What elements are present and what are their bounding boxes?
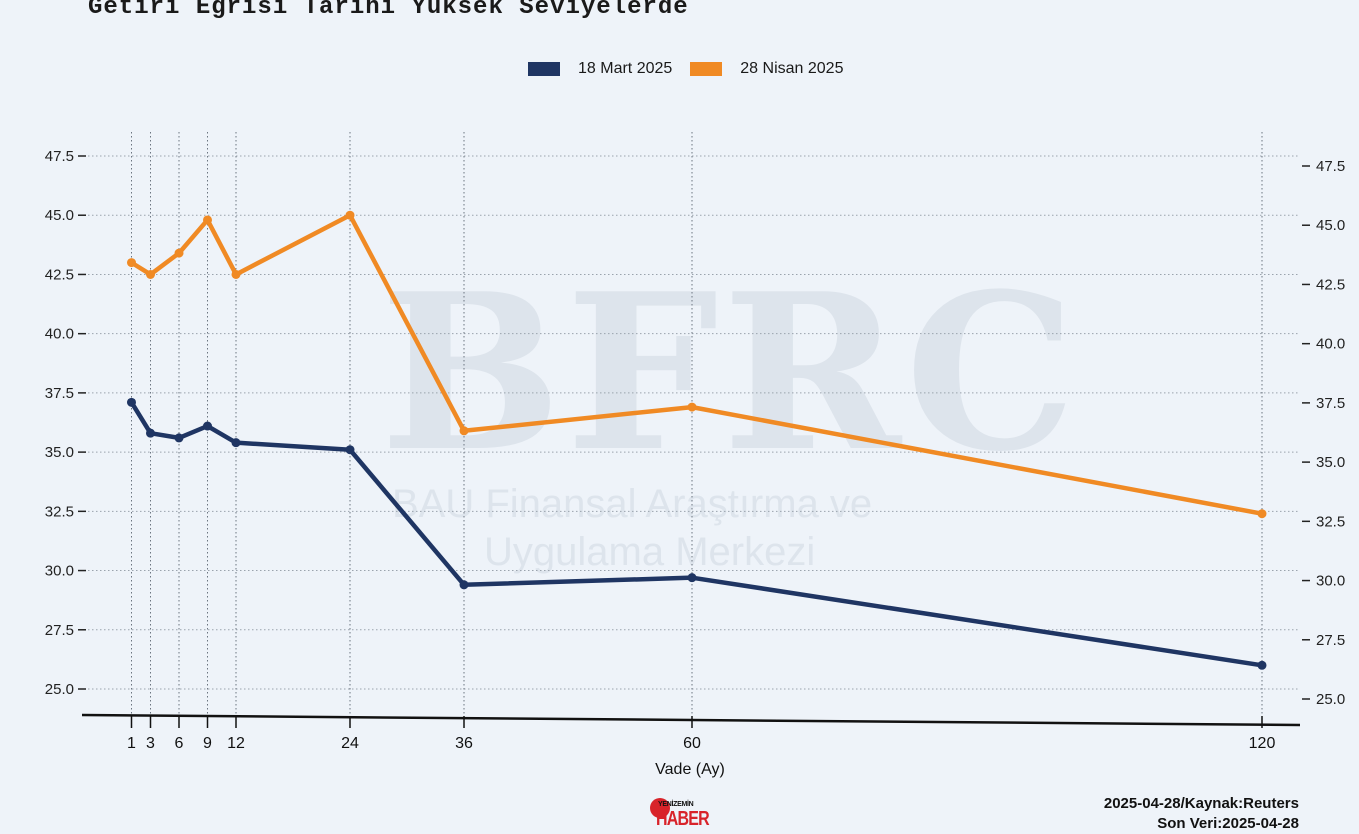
y-tick-right-9: 47.5 xyxy=(1316,158,1345,175)
series-0-point-3 xyxy=(203,421,212,431)
x-axis-line xyxy=(81,713,1301,727)
series-0-point-2 xyxy=(174,433,184,443)
x-tick-0: 1 xyxy=(127,735,136,752)
series-1-point-2 xyxy=(174,248,184,258)
chart-legend: 18 Mart 2025 28 Nisan 2025 xyxy=(528,60,861,78)
chart-footer: 2025-04-28/Kaynak:Reuters Son Veri:2025-… xyxy=(1104,794,1299,834)
footer-source: 2025-04-28/Kaynak:Reuters xyxy=(1103,795,1299,812)
x-axis-label: Vade (Ay) xyxy=(655,761,725,778)
series-1-point-4 xyxy=(231,269,241,279)
y-tick-right-5: 37.5 xyxy=(1316,395,1345,412)
series-1-point-1 xyxy=(146,269,155,279)
series-1-point-7 xyxy=(687,402,697,412)
chart-title: Getiri Eğrisi Tarihi Yüksek Seviyelerde xyxy=(88,0,689,21)
y-tick-right-8: 45.0 xyxy=(1316,217,1345,234)
series-0-point-4 xyxy=(231,438,241,448)
x-tick-1: 3 xyxy=(146,735,155,752)
x-tick-3: 9 xyxy=(203,735,212,752)
y-tick-right-4: 35.0 xyxy=(1316,454,1345,471)
x-tick-8: 120 xyxy=(1249,735,1276,752)
legend-item-april: 28 Nisan 2025 xyxy=(690,60,843,78)
y-tick-right-1: 27.5 xyxy=(1316,632,1345,649)
legend-label-april: 28 Nisan 2025 xyxy=(740,60,844,77)
footer-last-data: Son Veri:2025-04-28 xyxy=(1157,815,1299,832)
series-0-point-1 xyxy=(146,428,155,438)
legend-swatch-april xyxy=(690,62,723,76)
legend-item-march: 18 Mart 2025 xyxy=(528,60,672,78)
y-tick-right-2: 30.0 xyxy=(1316,573,1345,590)
y-tick-left-6: 40.0 xyxy=(45,326,74,343)
x-tick-2: 6 xyxy=(175,735,184,752)
y-tick-left-0: 25.0 xyxy=(45,681,74,698)
brand-big-text: HABER xyxy=(656,808,710,830)
brand-ring-icon xyxy=(650,798,670,818)
y-tick-left-7: 42.5 xyxy=(45,266,74,283)
y-tick-right-0: 25.0 xyxy=(1316,691,1345,708)
y-tick-right-3: 32.5 xyxy=(1316,513,1345,530)
watermark-logo: BFRC xyxy=(380,246,1081,499)
series-0-point-8 xyxy=(1257,660,1267,670)
y-tick-left-1: 27.5 xyxy=(45,622,74,639)
x-tick-7: 60 xyxy=(683,735,701,752)
x-tick-6: 36 xyxy=(455,735,473,752)
y-tick-right-6: 40.0 xyxy=(1316,336,1345,353)
x-tick-5: 24 xyxy=(341,735,359,752)
y-tick-left-9: 47.5 xyxy=(45,148,74,165)
series-0-point-6 xyxy=(459,580,469,590)
legend-label-march: 18 Mart 2025 xyxy=(578,60,673,77)
y-tick-left-5: 37.5 xyxy=(45,385,74,402)
brand-logo: YENİZEMİN HABER xyxy=(650,796,712,832)
y-tick-right-7: 42.5 xyxy=(1316,276,1345,293)
watermark-line-2: Uygulama Merkezi xyxy=(484,530,816,574)
series-line-0 xyxy=(129,400,1265,668)
y-tick-left-2: 30.0 xyxy=(45,563,74,580)
series-1-point-8 xyxy=(1257,509,1267,519)
series-1-point-3 xyxy=(203,215,212,225)
y-tick-left-4: 35.0 xyxy=(45,444,74,461)
series-0-point-7 xyxy=(687,573,697,583)
watermark-line-1: BAU Finansal Araştırma ve xyxy=(392,482,873,526)
legend-swatch-march xyxy=(528,62,560,76)
series-line-1 xyxy=(129,212,1265,516)
series-0-point-5 xyxy=(345,445,355,455)
series-1-point-5 xyxy=(345,210,355,220)
series-1-point-0 xyxy=(127,258,136,268)
y-tick-left-8: 45.0 xyxy=(45,207,74,224)
brand-small-text: YENİZEMİN xyxy=(658,801,694,808)
series-1-point-6 xyxy=(459,426,469,436)
y-tick-left-3: 32.5 xyxy=(45,503,74,520)
series-0-point-0 xyxy=(127,397,136,407)
x-tick-4: 12 xyxy=(227,735,245,752)
